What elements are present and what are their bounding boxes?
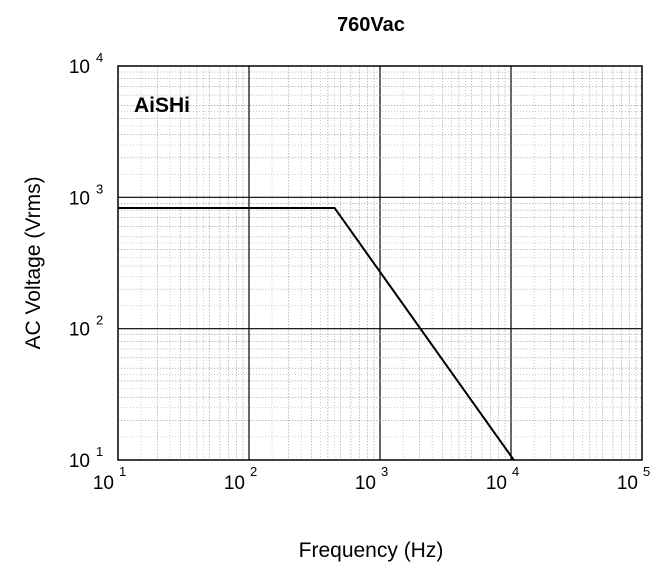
chart-title: 760Vac (337, 14, 405, 36)
x-tick-exponent: 1 (119, 464, 126, 479)
x-tick-label: 10 2 (224, 464, 257, 494)
x-tick-exponent: 3 (381, 464, 388, 479)
y-tick-exponent: 3 (96, 181, 103, 196)
y-tick-base: 10 (69, 451, 90, 472)
y-tick-label: 10 3 (69, 181, 103, 209)
y-tick-exponent: 2 (96, 313, 103, 328)
y-tick-label: 10 4 (69, 50, 103, 78)
logo-text: AiSHi (134, 94, 190, 117)
x-tick-exponent: 4 (512, 464, 519, 479)
x-tick-label: 10 4 (486, 464, 519, 494)
grid (118, 66, 642, 460)
y-tick-label: 10 2 (69, 313, 103, 341)
y-axis-label: AC Voltage (Vrms) (22, 176, 45, 349)
series-layer (118, 206, 515, 461)
y-tick-exponent: 4 (96, 50, 103, 65)
x-axis-label: Frequency (Hz) (299, 539, 444, 562)
x-tick-base: 10 (93, 473, 114, 494)
aishi-logo: AiSHi (134, 94, 190, 117)
y-tick-label: 10 1 (69, 444, 103, 472)
y-tick-base: 10 (69, 188, 90, 209)
y-tick-base: 10 (69, 57, 90, 78)
x-tick-base: 10 (617, 473, 638, 494)
y-tick-exponent: 1 (96, 444, 103, 459)
x-tick-base: 10 (224, 473, 245, 494)
x-tick-labels: 10 1 10 2 10 3 10 4 10 5 (93, 464, 650, 494)
x-tick-exponent: 2 (250, 464, 257, 479)
y-tick-labels: 10 1 10 2 10 3 10 4 (69, 50, 103, 472)
x-tick-label: 10 5 (617, 464, 650, 494)
x-tick-base: 10 (486, 473, 507, 494)
plot-frame (117, 65, 643, 461)
y-tick-base: 10 (69, 320, 90, 341)
series-line (118, 206, 515, 461)
x-tick-label: 10 1 (93, 464, 126, 494)
x-tick-exponent: 5 (643, 464, 650, 479)
x-tick-label: 10 3 (355, 464, 388, 494)
x-tick-base: 10 (355, 473, 376, 494)
